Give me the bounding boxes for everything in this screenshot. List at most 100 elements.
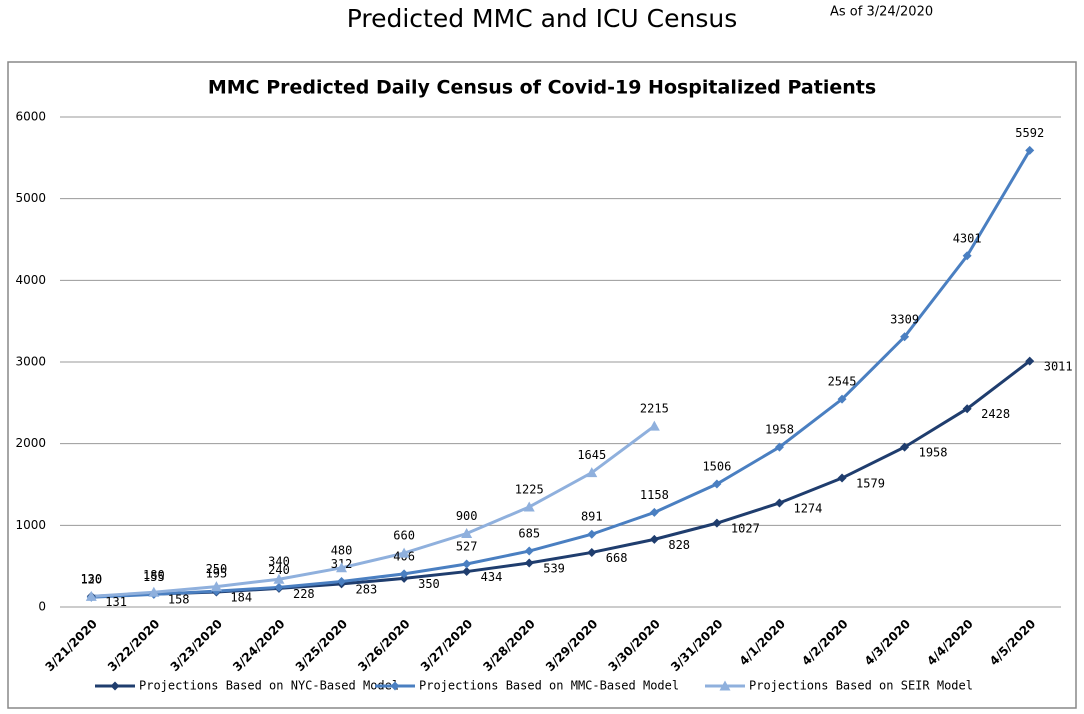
x-tick-label: 3/28/2020 <box>480 617 537 674</box>
data-label: 891 <box>581 510 603 524</box>
data-label: 2545 <box>828 375 857 389</box>
data-point <box>524 546 534 556</box>
data-label: 240 <box>268 563 290 577</box>
data-label: 660 <box>393 529 415 543</box>
y-tick-label: 1000 <box>15 518 46 532</box>
data-label: 195 <box>206 567 228 581</box>
data-point <box>273 573 285 584</box>
x-tick-label: 3/30/2020 <box>606 617 663 674</box>
data-label: 2215 <box>640 402 669 416</box>
x-tick-label: 3/29/2020 <box>543 617 600 674</box>
data-point <box>774 498 784 508</box>
data-label: 900 <box>456 509 478 523</box>
y-tick-label: 0 <box>38 600 46 614</box>
data-label: 228 <box>293 587 315 601</box>
data-label: 4301 <box>953 231 982 245</box>
data-point <box>837 473 847 483</box>
data-label: 180 <box>143 568 165 582</box>
series-line <box>91 424 656 598</box>
legend-marker <box>390 681 400 691</box>
data-point <box>900 332 910 342</box>
data-point <box>85 590 97 601</box>
data-label: 685 <box>518 527 540 541</box>
data-label: 5592 <box>1015 126 1044 140</box>
data-label: 828 <box>668 538 690 552</box>
data-point <box>524 558 534 568</box>
x-tick-label: 4/3/2020 <box>862 617 914 669</box>
x-tick-label: 4/4/2020 <box>924 617 976 669</box>
y-tick-label: 4000 <box>15 273 46 287</box>
data-label: 184 <box>230 590 252 604</box>
x-tick-label: 3/24/2020 <box>230 617 287 674</box>
legend-label: Projections Based on NYC-Based Model <box>139 679 399 693</box>
data-label: 131 <box>105 595 127 609</box>
data-point <box>399 573 409 583</box>
data-point <box>837 394 847 404</box>
legend-label: Projections Based on SEIR Model <box>749 679 973 693</box>
data-label: 350 <box>418 577 440 591</box>
data-label: 668 <box>606 551 628 565</box>
data-label: 1506 <box>702 460 731 474</box>
series-line <box>91 149 1032 599</box>
data-label: 3011 <box>1044 360 1073 374</box>
legend-label: Projections Based on MMC-Based Model <box>419 679 679 693</box>
data-point <box>461 528 473 538</box>
data-point <box>587 529 597 539</box>
chart-frame <box>7 61 1077 709</box>
data-point <box>148 586 160 597</box>
x-tick-label: 3/23/2020 <box>168 617 225 674</box>
data-label: 155 <box>143 570 165 584</box>
data-point <box>712 479 722 489</box>
data-label: 1958 <box>765 423 794 437</box>
y-tick-label: 5000 <box>15 191 46 205</box>
data-point <box>523 501 535 512</box>
data-label: 158 <box>168 593 190 607</box>
x-tick-label: 4/2/2020 <box>799 617 851 669</box>
chart-title: MMC Predicted Daily Census of Covid-19 H… <box>208 77 876 99</box>
x-tick-label: 3/27/2020 <box>418 617 475 674</box>
data-point <box>1025 356 1035 366</box>
data-point <box>462 559 472 569</box>
data-point <box>336 562 348 573</box>
legend-marker <box>719 680 731 691</box>
data-label: 130 <box>80 572 102 586</box>
data-point <box>587 547 597 557</box>
y-tick-label: 6000 <box>15 110 46 124</box>
y-tick-label: 2000 <box>15 436 46 450</box>
data-label: 527 <box>456 539 478 553</box>
data-point <box>648 420 660 431</box>
data-label: 120 <box>80 573 102 587</box>
data-label: 1274 <box>793 501 822 515</box>
data-label: 1158 <box>640 488 669 502</box>
data-point <box>462 567 472 577</box>
data-point <box>274 582 284 592</box>
data-point <box>398 547 410 558</box>
data-point <box>649 534 659 544</box>
x-tick-label: 3/26/2020 <box>355 617 412 674</box>
data-point <box>337 577 347 587</box>
data-point <box>1025 145 1035 155</box>
x-tick-label: 3/25/2020 <box>293 617 350 674</box>
data-label: 434 <box>481 570 503 584</box>
data-label: 340 <box>268 555 290 569</box>
data-label: 283 <box>356 582 378 596</box>
data-point <box>962 251 972 261</box>
data-label: 1027 <box>731 522 760 536</box>
data-label: 539 <box>543 561 565 575</box>
x-tick-label: 4/5/2020 <box>987 617 1039 669</box>
data-point <box>399 569 409 579</box>
data-point <box>900 442 910 452</box>
legend-marker <box>110 681 120 691</box>
x-tick-label: 3/31/2020 <box>668 617 725 674</box>
data-point <box>962 404 972 414</box>
data-label: 1645 <box>577 448 606 462</box>
data-point <box>586 467 598 478</box>
data-label: 1225 <box>515 482 544 496</box>
data-label: 480 <box>331 543 353 557</box>
data-label: 1958 <box>919 446 948 460</box>
x-tick-label: 4/1/2020 <box>737 617 789 669</box>
data-label: 3309 <box>890 312 919 326</box>
data-point <box>649 507 659 517</box>
data-point <box>774 442 784 452</box>
data-label: 250 <box>206 562 228 576</box>
